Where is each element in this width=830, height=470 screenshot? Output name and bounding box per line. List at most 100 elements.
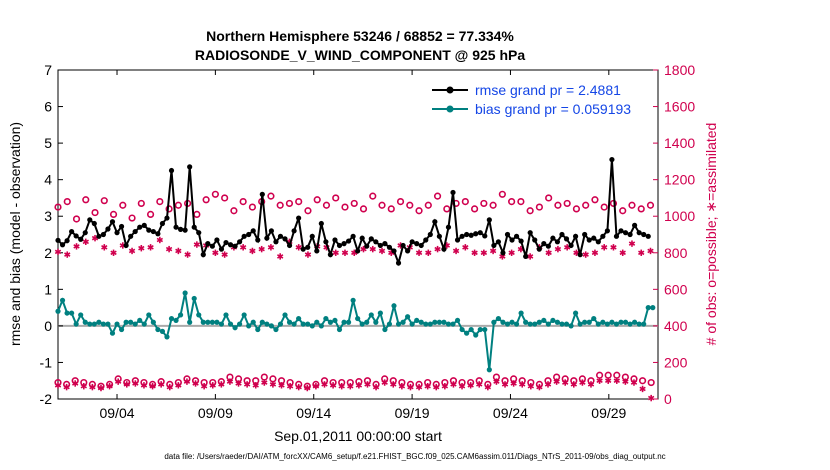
rmse-point: [150, 228, 156, 235]
bias-point: [504, 321, 511, 327]
bias-point: [196, 312, 202, 318]
bias-point: [64, 310, 70, 316]
rmse-point: [568, 242, 574, 249]
bias-point: [164, 334, 170, 340]
legend-bias-marker: [446, 105, 454, 113]
rmse-point: [137, 224, 143, 230]
assimilated-obs-point: [193, 241, 201, 248]
assimilated-obs-point: [304, 251, 312, 258]
bias-point: [482, 326, 488, 333]
bias-point: [59, 297, 66, 303]
rmse-point: [436, 233, 442, 239]
rmse-point: [409, 239, 415, 245]
rmse-point: [305, 244, 311, 250]
possible-obs-point: [554, 201, 562, 209]
assimilated-obs-point: [484, 383, 492, 391]
rmse-point: [341, 241, 347, 247]
bias-point: [450, 321, 456, 327]
bias-point: [486, 367, 492, 373]
bias-point: [323, 315, 329, 322]
assimilated-obs-point: [235, 380, 242, 387]
rmse-point: [500, 250, 506, 256]
assimilated-obs-point: [501, 381, 509, 388]
assimilated-obs-point: [553, 378, 560, 385]
bias-point: [518, 310, 524, 316]
bias-point: [69, 310, 75, 316]
assimilated-obs-point: [341, 249, 349, 256]
bias-point: [96, 319, 102, 325]
rmse-point: [182, 227, 188, 233]
assimilated-obs-point: [226, 378, 234, 385]
bias-point: [345, 319, 352, 325]
assimilated-obs-point: [156, 236, 164, 244]
assimilated-obs-point: [596, 377, 603, 384]
rmse-point: [473, 231, 479, 237]
assimilated-obs-point: [82, 238, 89, 246]
y-tick-label-right: 200: [664, 354, 688, 370]
rmse-point: [482, 233, 488, 239]
y-tick-label-right: 0: [664, 391, 672, 407]
rmse-point: [395, 260, 402, 266]
rmse-point: [227, 242, 234, 248]
y-tick-label-left: 0: [44, 318, 52, 334]
assimilated-obs-point: [252, 382, 259, 389]
bias-point: [364, 319, 370, 325]
assimilated-obs-point: [562, 379, 569, 386]
assimilated-obs-point: [628, 240, 636, 247]
assimilated-obs-point: [647, 394, 655, 402]
y-axis-label-left: rmse and bias (model - observation): [7, 122, 23, 346]
bias-point: [205, 319, 211, 325]
y-tick-label-left: 5: [44, 135, 52, 151]
possible-obs-point: [230, 207, 238, 215]
bias-point: [87, 321, 93, 327]
y-tick-label-right: 400: [664, 318, 688, 334]
assimilated-obs-point: [544, 381, 552, 388]
rmse-point: [345, 238, 352, 244]
bias-point: [572, 310, 579, 316]
y-tick-label-right: 1400: [664, 135, 695, 151]
rmse-point: [641, 231, 647, 238]
bias-point: [78, 312, 84, 318]
bias-point: [495, 315, 502, 322]
rmse-point: [468, 232, 474, 238]
bias-point: [368, 312, 374, 318]
bias-point: [268, 323, 274, 329]
rmse-point: [300, 246, 306, 252]
bias-point: [182, 290, 188, 296]
rmse-point: [613, 233, 620, 239]
possible-obs-point: [387, 205, 395, 213]
rmse-point: [159, 220, 166, 227]
possible-obs-point: [461, 198, 469, 206]
bias-point: [604, 321, 610, 327]
possible-obs-point: [359, 205, 368, 213]
bias-point: [459, 326, 465, 333]
x-tick-label: 09/24: [493, 405, 528, 421]
bias-point: [232, 325, 238, 331]
assimilated-obs-point: [364, 381, 371, 388]
rmse-point: [327, 252, 334, 258]
rmse-point: [314, 248, 320, 254]
possible-obs-point: [276, 201, 284, 209]
possible-obs-point: [332, 194, 340, 202]
rmse-point: [591, 235, 597, 241]
rmse-point: [69, 228, 75, 235]
rmse-point: [291, 228, 297, 234]
y-tick-label-left: 2: [44, 245, 52, 261]
bias-point: [227, 321, 234, 327]
rmse-point: [91, 220, 97, 227]
assimilated-obs-point: [605, 377, 612, 384]
obs-count-markers: [54, 190, 655, 402]
assimilated-obs-point: [489, 247, 497, 255]
rmse-point: [559, 231, 565, 238]
assimilated-obs-point: [165, 245, 173, 253]
assimilated-obs-point: [278, 382, 285, 389]
assimilated-obs-point: [295, 244, 302, 251]
bias-point: [137, 317, 143, 324]
assimilated-obs-point: [591, 249, 599, 256]
possible-obs-point: [63, 198, 71, 206]
assimilated-obs-point: [434, 245, 441, 253]
bias-point: [314, 319, 320, 325]
assimilated-obs-point: [249, 247, 256, 255]
bias-point: [159, 328, 166, 334]
possible-obs-point: [572, 205, 581, 213]
